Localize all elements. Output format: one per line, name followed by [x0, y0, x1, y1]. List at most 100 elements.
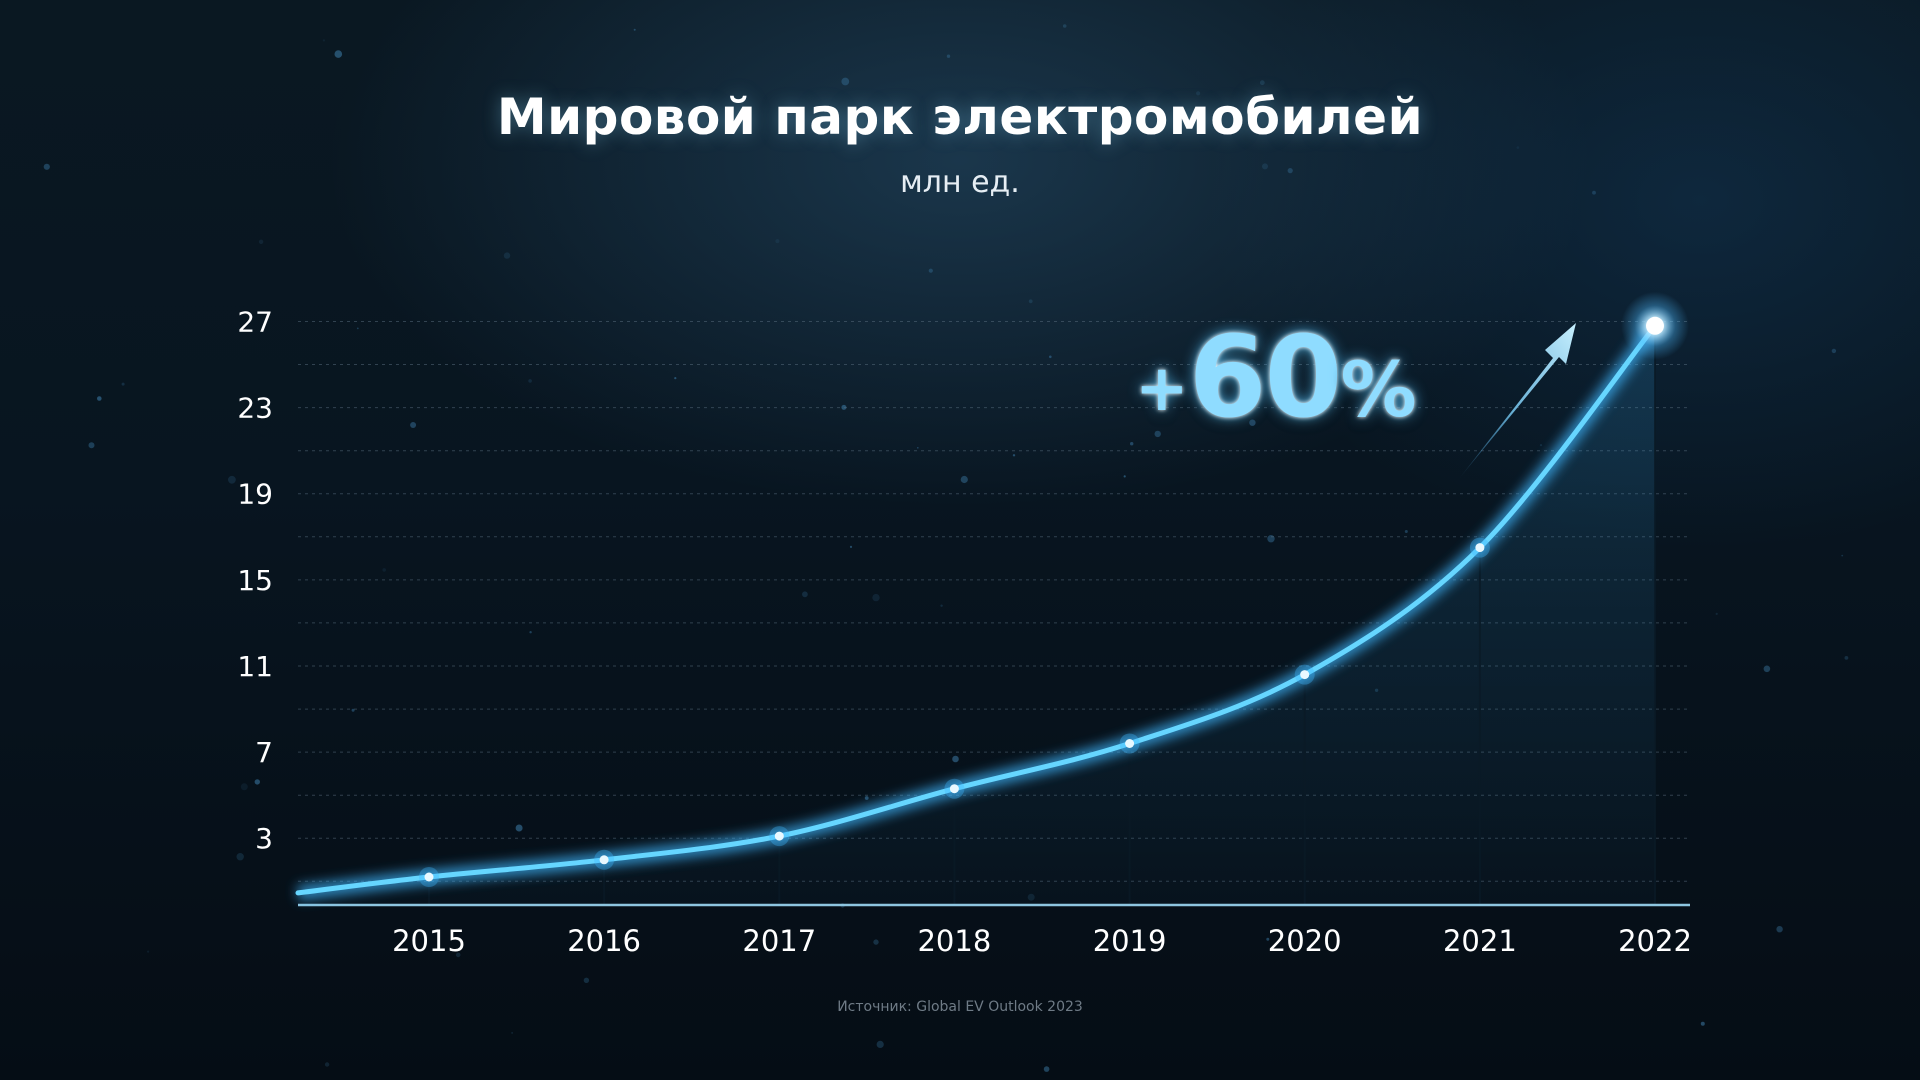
x-tick-label: 2016 [567, 924, 641, 958]
background-particle [511, 1032, 513, 1034]
background-particle [43, 163, 50, 170]
background-particle [410, 422, 417, 428]
background-particle [876, 1040, 884, 1048]
x-tick-label: 2019 [1093, 924, 1167, 958]
background-particle [1062, 24, 1067, 28]
background-particle [1844, 656, 1849, 660]
data-point [1125, 739, 1135, 748]
series-line [295, 323, 1658, 896]
y-tick-label: 15 [237, 564, 273, 597]
background-particle [1700, 1021, 1705, 1026]
x-tick-label: 2020 [1268, 924, 1342, 958]
background-particle [946, 54, 951, 58]
background-particle [1266, 937, 1270, 941]
background-particle [1287, 168, 1293, 174]
chart-title: Мировой парк электромобилей [496, 88, 1424, 146]
x-tick-label: 2022 [1618, 924, 1692, 958]
background-particle [940, 604, 943, 607]
data-point [774, 831, 784, 841]
background-particle [1262, 163, 1268, 170]
background-particle [351, 708, 355, 712]
background-particle [960, 475, 968, 484]
background-particle [97, 396, 102, 401]
x-tick-label: 2018 [917, 924, 991, 958]
background-particle [841, 404, 847, 410]
background-particle [1841, 554, 1844, 557]
background-particle [1516, 146, 1520, 149]
background-particle [928, 268, 933, 273]
background-particle [1049, 355, 1052, 359]
background-particle [236, 853, 244, 861]
background-particle [841, 77, 850, 86]
background-particle [529, 631, 532, 634]
background-particle [802, 591, 808, 598]
background-particle [633, 28, 636, 31]
background-particle [1012, 454, 1016, 457]
background-particle [1831, 348, 1837, 354]
x-tick-label: 2015 [392, 924, 466, 958]
background-particle [674, 377, 677, 380]
data-point [949, 784, 959, 794]
background-particle [1028, 299, 1033, 304]
background-particle [1539, 444, 1543, 447]
background-particle [334, 50, 343, 58]
background-particle [88, 442, 95, 449]
background-particle [515, 824, 523, 832]
y-tick-label: 3 [255, 822, 273, 855]
background-particle [1259, 80, 1265, 86]
callout-plus: + [1135, 352, 1189, 426]
background-particle [1249, 419, 1256, 426]
data-point [1475, 543, 1485, 553]
growth-arrow-icon [1458, 323, 1576, 480]
drop-lines [428, 325, 1656, 905]
background-particle [240, 783, 248, 791]
background-particle [1123, 475, 1126, 478]
background-particle [322, 39, 325, 42]
background-particle [528, 379, 532, 383]
y-tick-label: 7 [255, 736, 273, 769]
background-particle [873, 939, 879, 945]
background-particles [43, 24, 1849, 1072]
background-particle [1592, 190, 1596, 195]
background-particle [382, 568, 387, 572]
background-particle [254, 779, 260, 785]
growth-callout: +60% [1135, 318, 1417, 438]
data-points [419, 291, 1689, 887]
background-particle [455, 952, 461, 958]
background-particle [1196, 91, 1201, 96]
background-particle [872, 593, 880, 602]
background-particle [1715, 612, 1718, 616]
area-under-line [298, 325, 1655, 905]
chart-subtitle: млн ед. [900, 165, 1020, 200]
data-point [599, 855, 609, 865]
background-particle [1763, 665, 1771, 673]
callout-number: 60 [1188, 313, 1343, 443]
background-particle [1130, 442, 1134, 446]
callout-percent: % [1340, 345, 1417, 434]
background-particle [258, 239, 264, 244]
x-tick-label: 2021 [1443, 924, 1517, 958]
background-particle [324, 1062, 330, 1067]
background-particle [503, 252, 511, 259]
background-particle [147, 950, 150, 953]
data-point [1646, 316, 1664, 335]
background-particle [849, 545, 853, 549]
background-particle [1267, 535, 1275, 543]
background-particle [1404, 530, 1408, 533]
background-particle [1154, 430, 1161, 438]
background-particle [121, 382, 125, 386]
background-particle [1043, 1066, 1050, 1072]
background-particle [228, 475, 236, 484]
background-particle [952, 755, 959, 763]
background-particle [864, 796, 869, 800]
x-axis-tick-labels: 2015 2016 2017 2018 2019 2020 2021 2022 [392, 924, 1692, 958]
y-axis-tick-labels: 3 7 11 15 19 23 27 [237, 306, 273, 856]
background-particle [1776, 926, 1783, 933]
background-particle [917, 447, 919, 449]
background-particle [583, 977, 590, 983]
y-tick-label: 19 [237, 478, 273, 511]
y-tick-label: 27 [237, 306, 273, 339]
y-tick-label: 23 [237, 392, 273, 425]
y-tick-label: 11 [237, 650, 273, 683]
